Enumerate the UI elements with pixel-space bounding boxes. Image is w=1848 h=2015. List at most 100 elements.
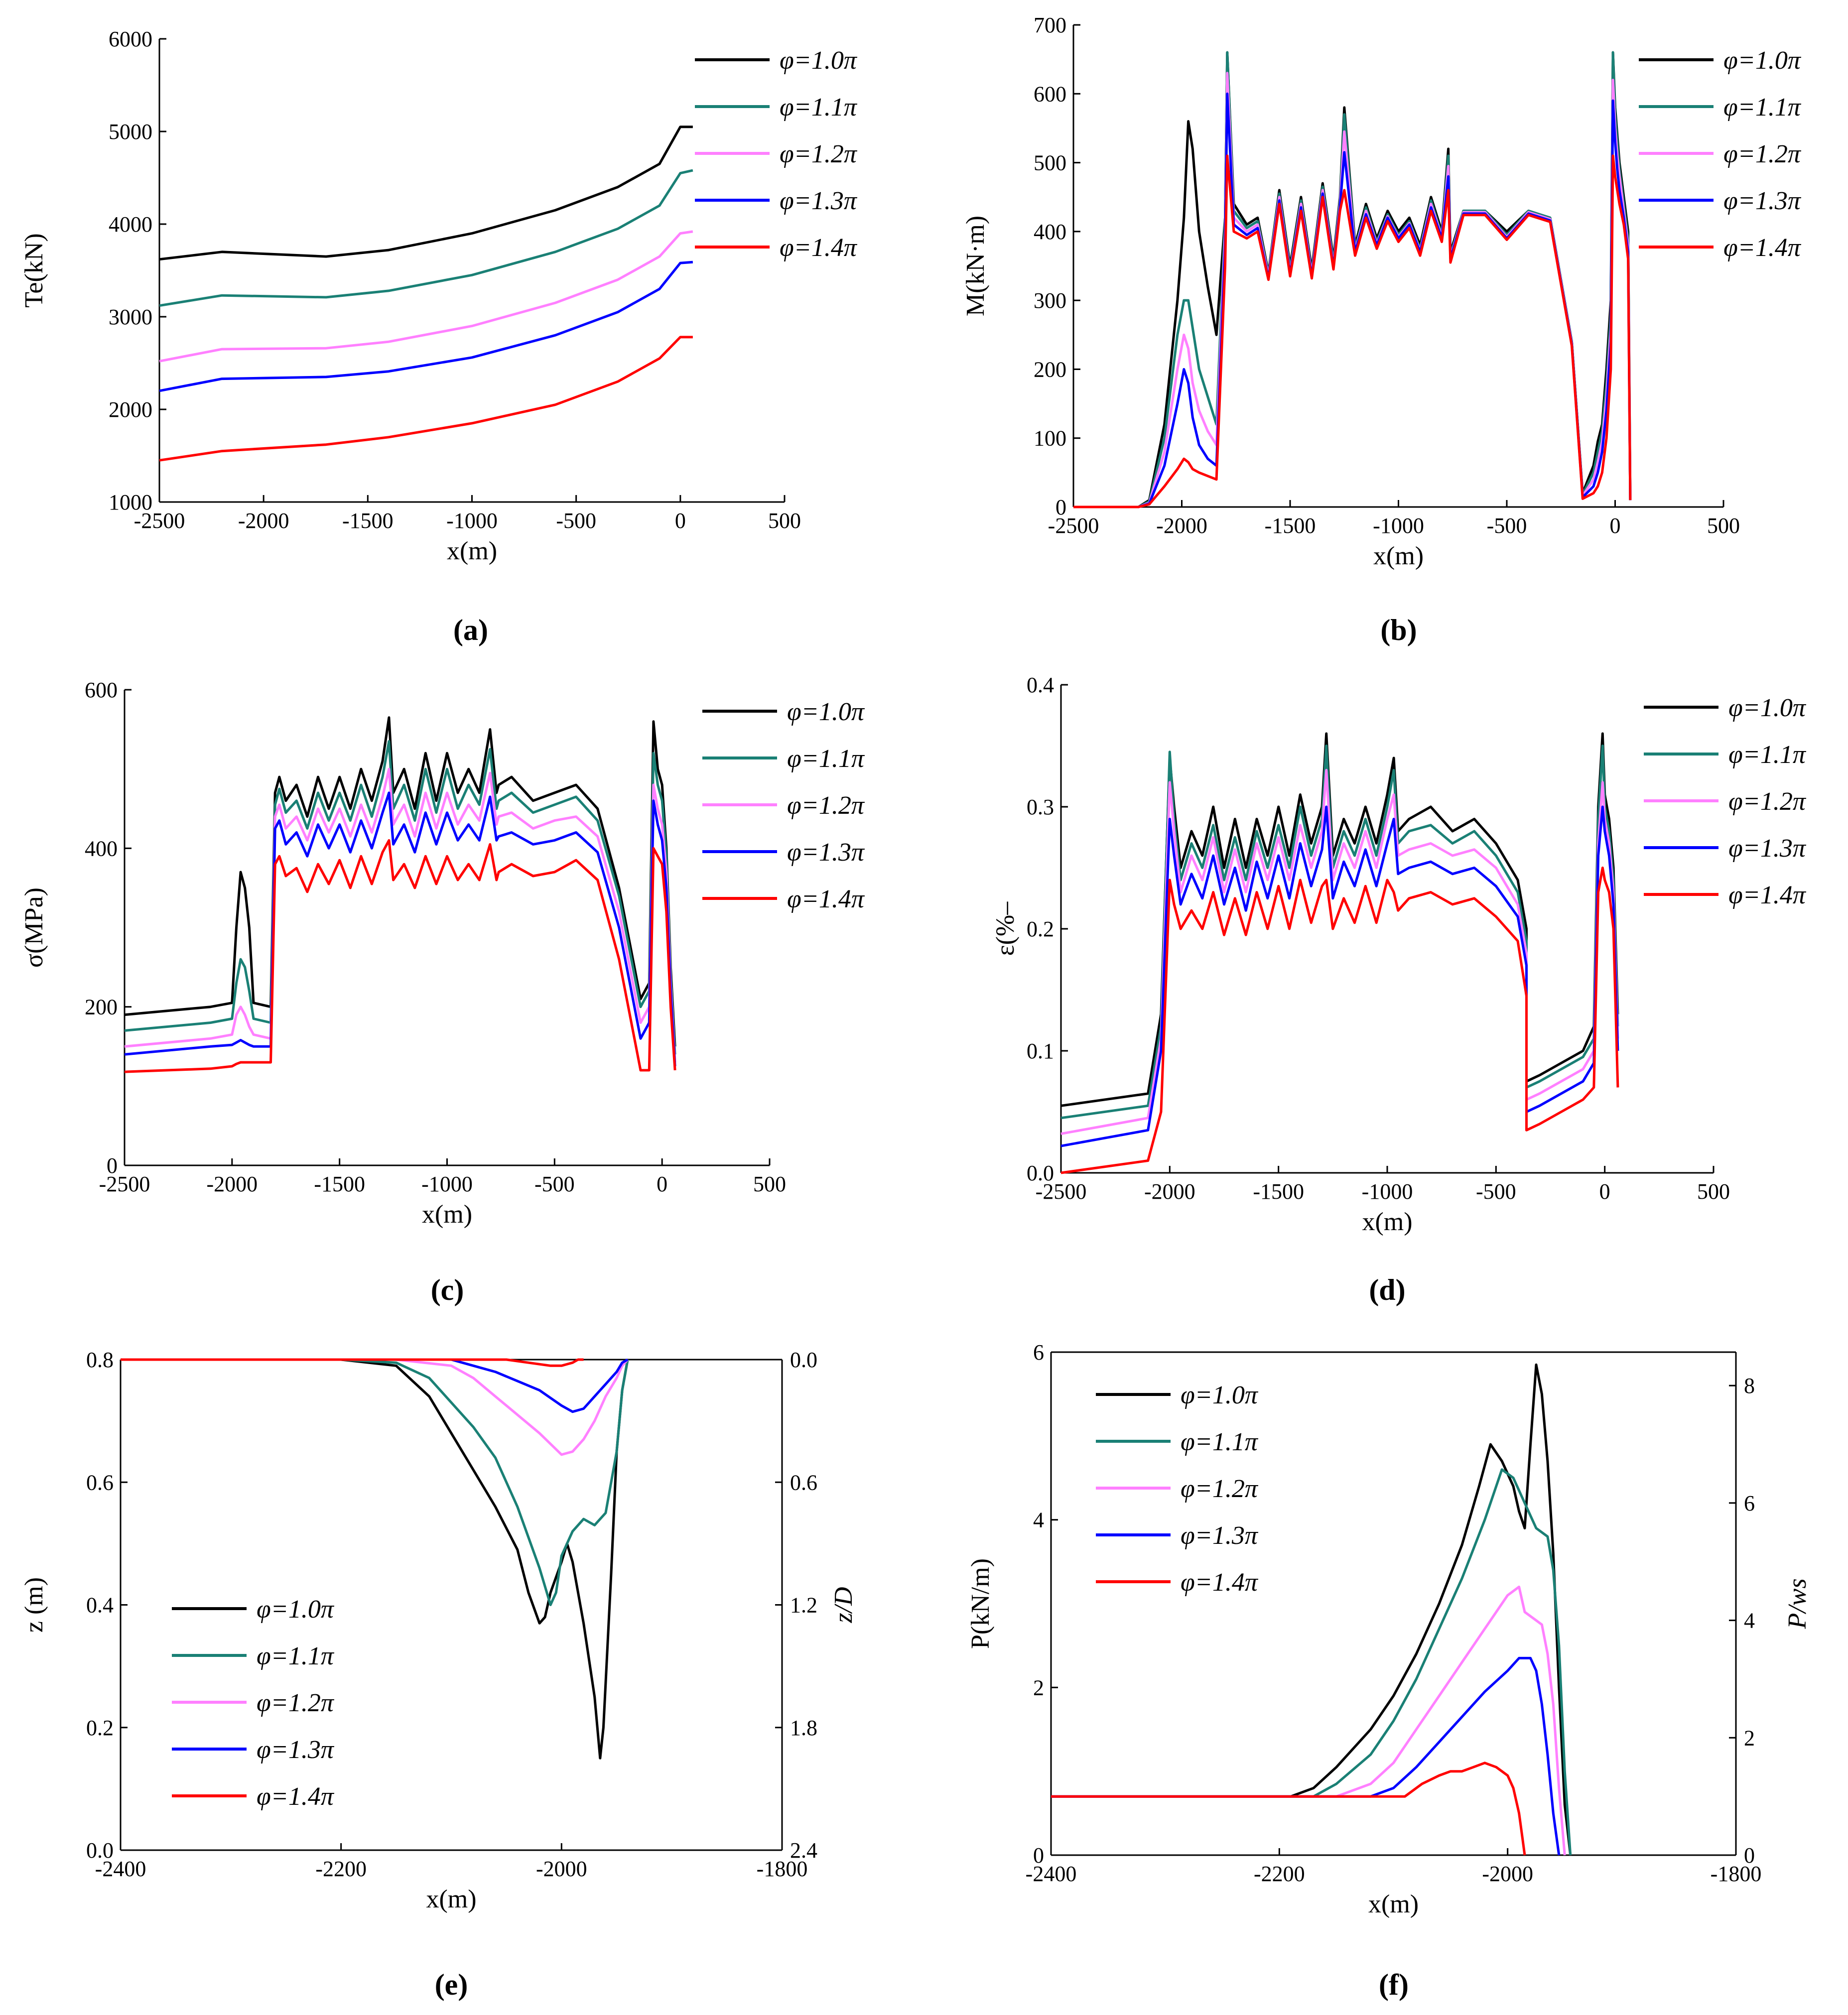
y-axis-label: P(kN/m)	[966, 1558, 995, 1649]
x-tick-label: -1800	[757, 1857, 808, 1881]
x-tick-label: 0	[1599, 1179, 1610, 1204]
y-tick-label: 300	[1034, 288, 1066, 313]
y-tick-label: 0.3	[1027, 795, 1054, 819]
y2-tick-label: 0.6	[790, 1470, 817, 1495]
series-line-5	[124, 839, 676, 1073]
legend-label: φ=1.4π	[1728, 881, 1807, 909]
legend-label: φ=1.0π	[1728, 694, 1807, 722]
x-tick-label: -2500	[99, 1172, 150, 1196]
y-tick-label: 1000	[109, 490, 152, 514]
panel-caption: (d)	[1369, 1273, 1405, 1306]
series-line-4	[1060, 805, 1619, 1147]
legend-label: φ=1.1π	[257, 1642, 335, 1670]
y-tick-label: 500	[1034, 151, 1066, 175]
series-line-4	[121, 1358, 629, 1413]
legend-label: φ=1.4π	[1723, 234, 1802, 262]
x-tick-label: -1800	[1711, 1862, 1762, 1886]
y-axis-label: z (m)	[20, 1577, 48, 1633]
y2-tick-label: 6	[1744, 1491, 1755, 1515]
x-tick-label: -1000	[446, 508, 498, 533]
x-tick-label: -500	[534, 1172, 575, 1196]
y-tick-label: 0.2	[86, 1716, 114, 1740]
y-tick-label: 0	[1056, 495, 1066, 519]
legend-label: φ=1.2π	[780, 140, 858, 168]
series-line-2	[124, 740, 676, 1055]
x-tick-label: 500	[753, 1172, 786, 1196]
y-tick-label: 400	[85, 836, 118, 861]
x-tick-label: -1500	[1253, 1179, 1304, 1204]
x-tick-label: -2500	[1036, 1179, 1087, 1204]
legend-label: φ=1.4π	[787, 885, 865, 913]
series-line-5	[1051, 1762, 1526, 1856]
chart-panel-f: -2400 -2200 -2000 -1800024602468P/wsx(m)P(k…	[966, 1340, 1812, 2001]
y-axis-label: σ(MPa)	[20, 887, 48, 968]
series-line-5	[1060, 867, 1619, 1174]
series-line-1	[124, 716, 676, 1047]
y2-tick-label: 2	[1744, 1726, 1755, 1750]
x-tick-label: 500	[1697, 1179, 1730, 1204]
y-tick-label: 2000	[109, 397, 152, 422]
y-tick-label: 0.6	[86, 1470, 114, 1495]
series-line-3	[1051, 1585, 1566, 1856]
x-tick-label: -2000	[207, 1172, 258, 1196]
y-tick-label: 0.2	[1027, 917, 1054, 941]
chart-panel-b: -2500 -2000 -1500 -1000 -500 0 500 0 100 200 300 40…	[961, 13, 1802, 646]
legend-label: φ=1.1π	[1181, 1428, 1259, 1456]
y2-tick-label: 0.0	[790, 1348, 817, 1372]
chart-panel-d: -2500 -2000 -1500 -1000 -500 0 500 0.0 0.1 0.2 0.3…	[991, 673, 1807, 1306]
x-tick-label: -2400	[95, 1857, 146, 1881]
y-tick-label: 0	[1033, 1843, 1044, 1868]
series-line-5	[159, 336, 693, 462]
y-tick-label: 6	[1033, 1340, 1044, 1365]
x-tick-label: -500	[556, 508, 596, 533]
x-tick-label: -1500	[1265, 513, 1316, 538]
x-tick-label: -2000	[1482, 1862, 1533, 1886]
legend-label: φ=1.1π	[787, 745, 865, 773]
legend-label: φ=1.2π	[1181, 1475, 1259, 1503]
x-tick-label: -2500	[1048, 513, 1099, 538]
legend-label: φ=1.2π	[1723, 140, 1802, 168]
y2-tick-label: 0	[1744, 1843, 1755, 1868]
y2-tick-label: 1.8	[790, 1716, 817, 1740]
y-tick-label: 6000	[109, 27, 152, 51]
x-axis-label: x(m)	[447, 537, 497, 565]
y-tick-label: 4	[1033, 1508, 1044, 1532]
x-axis-label: x(m)	[1373, 542, 1424, 570]
legend-label: φ=1.3π	[1728, 834, 1807, 863]
y2-tick-label: 4	[1744, 1609, 1755, 1633]
x-tick-label: -2000	[536, 1857, 587, 1881]
series-line-1	[159, 126, 693, 261]
x-tick-label: -2200	[315, 1857, 367, 1881]
series-line-2	[121, 1358, 629, 1606]
x-tick-label: -500	[1476, 1179, 1516, 1204]
y-tick-label: 0	[107, 1153, 118, 1178]
panel-caption: (a)	[453, 614, 488, 646]
panel-caption: (c)	[431, 1273, 464, 1306]
x-axis-label: x(m)	[1368, 1890, 1419, 1918]
legend-label: φ=1.4π	[780, 234, 858, 262]
x-tick-label: 500	[1707, 513, 1740, 538]
legend-label: φ=1.0π	[257, 1595, 335, 1624]
y-tick-label: 100	[1034, 426, 1066, 451]
y-tick-label: 0.4	[86, 1593, 114, 1618]
x-tick-label: -1000	[421, 1172, 473, 1196]
legend-label: φ=1.4π	[1181, 1568, 1259, 1597]
legend-label: φ=1.4π	[257, 1782, 335, 1811]
y-tick-label: 2	[1033, 1675, 1044, 1700]
series-line-5	[1073, 154, 1632, 508]
y-tick-label: 0.1	[1027, 1039, 1054, 1063]
y-tick-label: 5000	[109, 120, 152, 144]
legend-label: φ=1.0π	[1723, 46, 1802, 75]
legend-label: φ=1.3π	[787, 838, 865, 867]
x-axis-label: x(m)	[426, 1885, 476, 1913]
series-line-3	[121, 1358, 629, 1456]
chart-panel-e: -2400 -2200 -2000 -1800 0.0 0.2 0.4 0.6 0.8 0.0 0.…	[20, 1348, 858, 2001]
y-tick-label: 600	[85, 678, 118, 702]
x-tick-label: 0	[675, 508, 686, 533]
series-line-2	[1051, 1468, 1572, 1856]
x-tick-label: -1500	[342, 508, 394, 533]
x-axis-label: x(m)	[422, 1200, 472, 1229]
y2-axis-label: P/ws	[1783, 1578, 1812, 1629]
x-tick-label: -2400	[1026, 1862, 1077, 1886]
